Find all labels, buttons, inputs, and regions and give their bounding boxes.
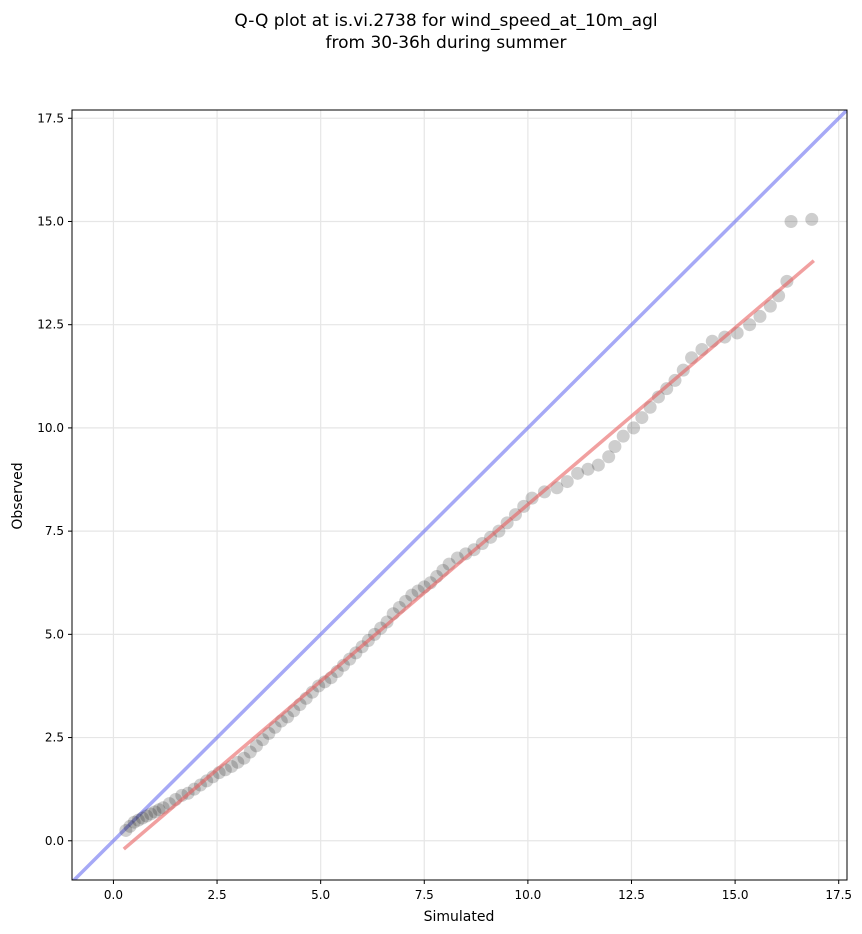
data-point [123, 819, 137, 833]
x-tick-label: 15.0 [722, 888, 749, 902]
data-point [635, 411, 649, 425]
data-point [459, 547, 473, 561]
plot-frame [71, 109, 848, 881]
x-tick-label: 7.5 [415, 888, 434, 902]
data-point [616, 429, 630, 443]
data-point [784, 214, 798, 228]
y-tick-label: 2.5 [45, 731, 64, 745]
data-point [627, 421, 641, 435]
x-tick-label: 0.0 [104, 888, 123, 902]
data-point [608, 439, 622, 453]
grid [72, 110, 847, 880]
data-point [581, 462, 595, 476]
x-tick-label: 12.5 [618, 888, 645, 902]
y-axis-label: Observed [10, 462, 26, 529]
data-point [249, 739, 263, 753]
y-tick-label: 5.0 [45, 627, 64, 641]
data-point [237, 751, 251, 765]
data-point [743, 318, 757, 332]
y-tick-label: 17.5 [37, 111, 64, 125]
data-point [206, 770, 220, 784]
data-point [127, 815, 141, 829]
data-point [135, 811, 149, 825]
data-point [753, 309, 767, 323]
y-tick-label: 0.0 [45, 834, 64, 848]
plot-area-content [72, 110, 847, 880]
data-points [119, 212, 819, 837]
x-axis-label: Simulated [424, 909, 495, 925]
data-point [591, 458, 605, 472]
x-tick-label: 17.5 [825, 888, 852, 902]
data-point [148, 805, 162, 819]
data-point [119, 823, 133, 837]
chart-title-line2: from 30-36h during summer [326, 33, 567, 53]
data-point [144, 807, 158, 821]
data-point [243, 745, 257, 759]
data-point [231, 755, 245, 769]
data-point [312, 679, 326, 693]
y-tick-label: 7.5 [45, 524, 64, 538]
data-point [256, 733, 270, 747]
data-point [571, 466, 585, 480]
data-point [225, 759, 239, 773]
x-tick-label: 2.5 [208, 888, 227, 902]
fit-line [122, 259, 815, 851]
data-point [805, 212, 819, 226]
data-point [405, 588, 419, 602]
y-axis: 0.0 2.5 5.0 7.5 10.0 12.5 15.0 17.5 [37, 111, 72, 848]
x-axis: 0.0 2.5 5.0 7.5 10.0 12.5 15.0 17.5 [104, 880, 852, 902]
data-point [336, 658, 350, 672]
chart-title-line1: Q-Q plot at is.vi.2738 for wind_speed_at… [234, 11, 657, 31]
data-point [131, 813, 145, 827]
data-point [152, 803, 166, 817]
data-point [560, 475, 574, 489]
identity-line [72, 110, 847, 880]
x-tick-label: 10.0 [515, 888, 542, 902]
data-point [525, 491, 539, 505]
y-tick-label: 15.0 [37, 214, 64, 228]
data-point [140, 809, 154, 823]
x-tick-label: 5.0 [311, 888, 330, 902]
data-point [602, 450, 616, 464]
y-tick-label: 12.5 [37, 318, 64, 332]
y-tick-label: 10.0 [37, 421, 64, 435]
